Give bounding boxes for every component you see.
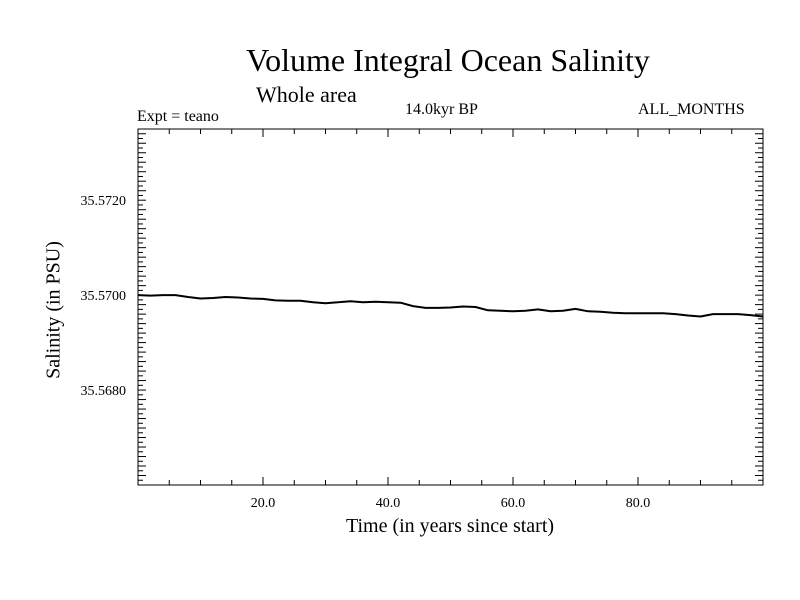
x-tick-label: 60.0 — [501, 496, 526, 511]
x-axis-label: Time (in years since start) — [345, 515, 555, 537]
y-tick-label: 35.5700 — [81, 289, 127, 304]
y-tick-label: 35.5680 — [81, 384, 127, 399]
y-tick-label: 35.5720 — [81, 194, 127, 209]
period-label: 14.0kyr BP — [405, 101, 478, 118]
x-tick-label: 80.0 — [626, 496, 651, 511]
x-tick-label: 40.0 — [376, 496, 401, 511]
months-label: ALL_MONTHS — [638, 101, 745, 118]
chart-title: Volume Integral Ocean Salinity — [246, 42, 650, 78]
experiment-label: Expt = teano — [137, 108, 219, 125]
salinity-series-line — [137, 294, 764, 318]
x-tick-label: 20.0 — [251, 496, 276, 511]
chart-subtitle: Whole area — [256, 82, 357, 107]
